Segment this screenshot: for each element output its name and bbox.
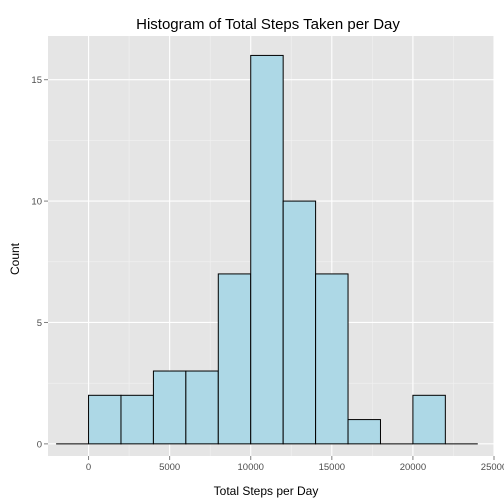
x-tick-label: 10000 (238, 462, 264, 473)
histogram-bar (282, 200, 317, 445)
histogram-bars (56, 54, 478, 445)
histogram-bar (152, 370, 187, 445)
chart-title: Histogram of Total Steps Taken per Day (136, 16, 400, 33)
histogram-bar (315, 273, 349, 445)
y-tick-label: 0 (37, 439, 42, 450)
x-axis-label: Total Steps per Day (214, 484, 319, 498)
y-axis-label: Count (8, 242, 22, 275)
x-tick-label: 15000 (319, 462, 345, 473)
y-tick-label: 15 (31, 75, 42, 86)
y-tick-label: 5 (37, 318, 42, 329)
histogram-bar (217, 273, 252, 445)
histogram-bar (88, 394, 122, 445)
histogram-bar (412, 394, 446, 445)
x-tick-label: 0 (86, 462, 91, 473)
histogram-bar (250, 54, 284, 445)
y-axis-ticks: 0 5 10 15 (31, 75, 48, 450)
histogram-bar (185, 370, 219, 445)
x-tick-label: 20000 (400, 462, 426, 473)
y-tick-label: 10 (31, 197, 42, 208)
histogram-bar (347, 419, 381, 445)
histogram-bar (120, 394, 154, 445)
x-tick-label: 5000 (159, 462, 180, 473)
